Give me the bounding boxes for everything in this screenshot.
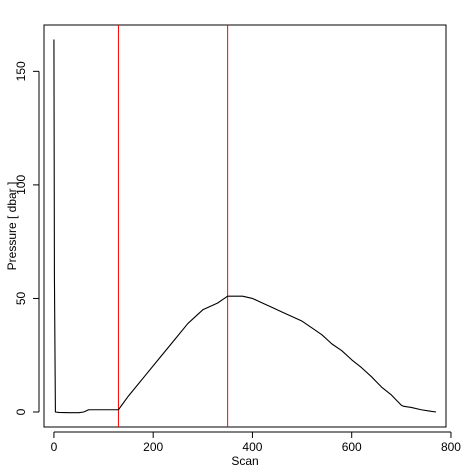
x-axis-title: Scan bbox=[231, 454, 258, 468]
y-tick-label: 150 bbox=[14, 61, 28, 81]
y-tick-label: 0 bbox=[14, 408, 28, 415]
series-line bbox=[53, 39, 437, 414]
y-axis: 0 50 100 150 bbox=[14, 61, 40, 415]
y-tick-label: 50 bbox=[14, 291, 28, 305]
series-group bbox=[53, 39, 437, 414]
y-tick-label: 100 bbox=[14, 175, 28, 195]
x-tick-label: 0 bbox=[51, 440, 58, 454]
x-tick-label: 400 bbox=[242, 440, 262, 454]
x-tick-label: 800 bbox=[441, 440, 461, 454]
vertical-markers bbox=[117, 25, 229, 427]
x-tick-label: 600 bbox=[342, 440, 362, 454]
y-axis-title: Pressure [ dbar ] bbox=[5, 182, 19, 271]
x-axis: 0 200 400 600 800 bbox=[51, 431, 461, 454]
plot-frame bbox=[43, 24, 447, 428]
x-tick-label: 200 bbox=[143, 440, 163, 454]
